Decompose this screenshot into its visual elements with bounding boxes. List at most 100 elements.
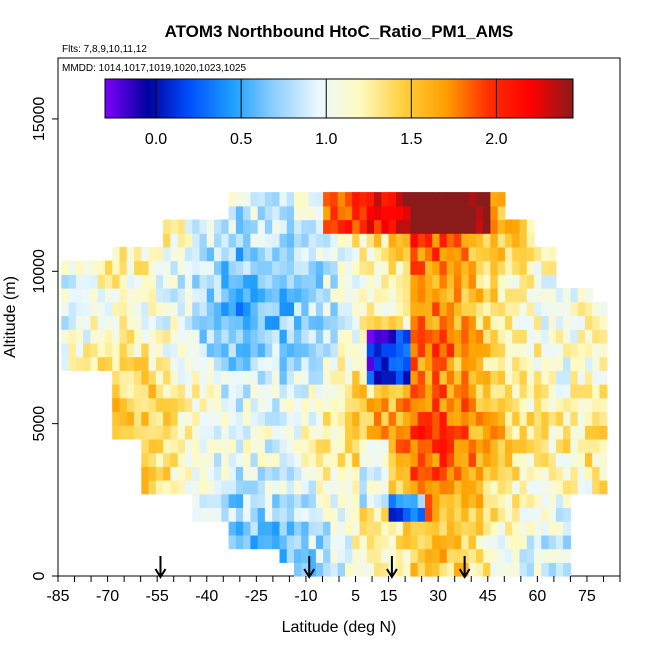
heatmap-cell	[170, 370, 179, 385]
heatmap-cell	[381, 219, 390, 234]
heatmap-cell	[585, 384, 593, 399]
heatmap-cell	[286, 438, 295, 454]
heatmap-cell	[148, 329, 157, 344]
heatmap-cell	[134, 301, 142, 317]
heatmap-cell	[345, 274, 353, 289]
heatmap-cell	[61, 301, 70, 317]
heatmap-cell	[497, 342, 506, 358]
heatmap-cell	[541, 288, 550, 303]
heatmap-cell	[352, 466, 361, 481]
heatmap-cell	[308, 480, 317, 495]
heatmap-cell	[141, 438, 150, 454]
heatmap-cell	[323, 205, 331, 221]
heatmap-cell	[264, 260, 273, 275]
heatmap-cell	[184, 480, 193, 495]
heatmap-cell	[417, 219, 426, 234]
heatmap-cell	[345, 493, 353, 508]
heatmap-cell	[483, 493, 491, 508]
heatmap-cell	[454, 288, 462, 303]
heatmap-cell	[294, 521, 302, 536]
heatmap-cell	[221, 411, 230, 426]
heatmap-cell	[417, 233, 426, 248]
heatmap-cell	[483, 411, 491, 426]
heatmap-cell	[381, 397, 390, 412]
heatmap-cell	[519, 384, 528, 399]
heatmap-cell	[228, 274, 237, 289]
heatmap-cell	[235, 356, 244, 371]
heatmap-cell	[497, 315, 506, 330]
heatmap-cell	[505, 397, 513, 412]
heatmap-cell	[192, 411, 201, 426]
heatmap-cell	[526, 246, 535, 262]
heatmap-cell	[548, 507, 557, 522]
heatmap-cell	[301, 397, 310, 412]
heatmap-cell	[359, 274, 368, 289]
heatmap-cell	[381, 301, 390, 317]
heatmap-cell	[548, 384, 557, 399]
heatmap-cell	[112, 397, 121, 412]
heatmap-cell	[235, 315, 244, 330]
heatmap-cell	[345, 438, 353, 454]
heatmap-cell	[250, 260, 259, 275]
heatmap-cell	[505, 438, 513, 454]
heatmap-cell	[170, 356, 179, 371]
heatmap-cell	[163, 301, 171, 317]
heatmap-cell	[483, 274, 491, 289]
heatmap-cell	[264, 219, 273, 234]
heatmap-cell	[425, 233, 433, 248]
heatmap-cell	[432, 274, 441, 289]
heatmap-cell	[497, 205, 506, 221]
heatmap-cell	[243, 466, 251, 481]
heatmap-cell	[192, 274, 201, 289]
heatmap-cell	[68, 329, 77, 344]
heatmap-cell	[308, 192, 317, 207]
heatmap-cell	[235, 452, 244, 467]
heatmap-cell	[250, 205, 259, 221]
heatmap-cell	[257, 425, 266, 440]
latitude-marker-arrow	[386, 556, 398, 579]
heatmap-cell	[235, 246, 244, 262]
heatmap-cell	[141, 274, 150, 289]
heatmap-cell	[425, 219, 433, 234]
heatmap-cell	[403, 246, 411, 262]
heatmap-cell	[243, 493, 251, 508]
heatmap-cell	[381, 370, 390, 385]
heatmap-cell	[294, 493, 302, 508]
heatmap-cell	[155, 315, 164, 330]
heatmap-cell	[366, 438, 375, 454]
heatmap-cell	[519, 329, 528, 344]
heatmap-cell	[599, 342, 608, 358]
heatmap-cell	[250, 288, 259, 303]
heatmap-cell	[526, 329, 535, 344]
heatmap-cell	[439, 534, 448, 550]
heatmap-cell	[286, 521, 295, 536]
heatmap-cell	[337, 493, 346, 508]
heatmap-cell	[272, 521, 281, 536]
heatmap-cell	[439, 260, 448, 275]
heatmap-cell	[279, 521, 288, 536]
heatmap-cell	[526, 356, 535, 371]
heatmap-cell	[417, 411, 426, 426]
heatmap-cell	[272, 452, 281, 467]
heatmap-cell	[599, 329, 608, 344]
heatmap-cell	[272, 205, 281, 221]
heatmap-cell	[163, 370, 171, 385]
heatmap-cell	[599, 438, 608, 454]
heatmap-cell	[221, 274, 230, 289]
heatmap-cell	[512, 466, 521, 481]
heatmap-cell	[505, 466, 513, 481]
heatmap-cell	[148, 301, 157, 317]
heatmap-cell	[381, 356, 390, 371]
heatmap-cell	[577, 480, 586, 495]
heatmap-cell	[199, 315, 208, 330]
heatmap-cell	[345, 466, 353, 481]
heatmap-cell	[243, 288, 251, 303]
heatmap-cell	[199, 301, 208, 317]
heatmap-cell	[279, 246, 288, 262]
heatmap-cell	[134, 329, 142, 344]
heatmap-cell	[425, 274, 433, 289]
heatmap-cell	[388, 438, 397, 454]
heatmap-cell	[497, 548, 506, 563]
heatmap-cell	[410, 342, 419, 358]
heatmap-cell	[184, 384, 193, 399]
